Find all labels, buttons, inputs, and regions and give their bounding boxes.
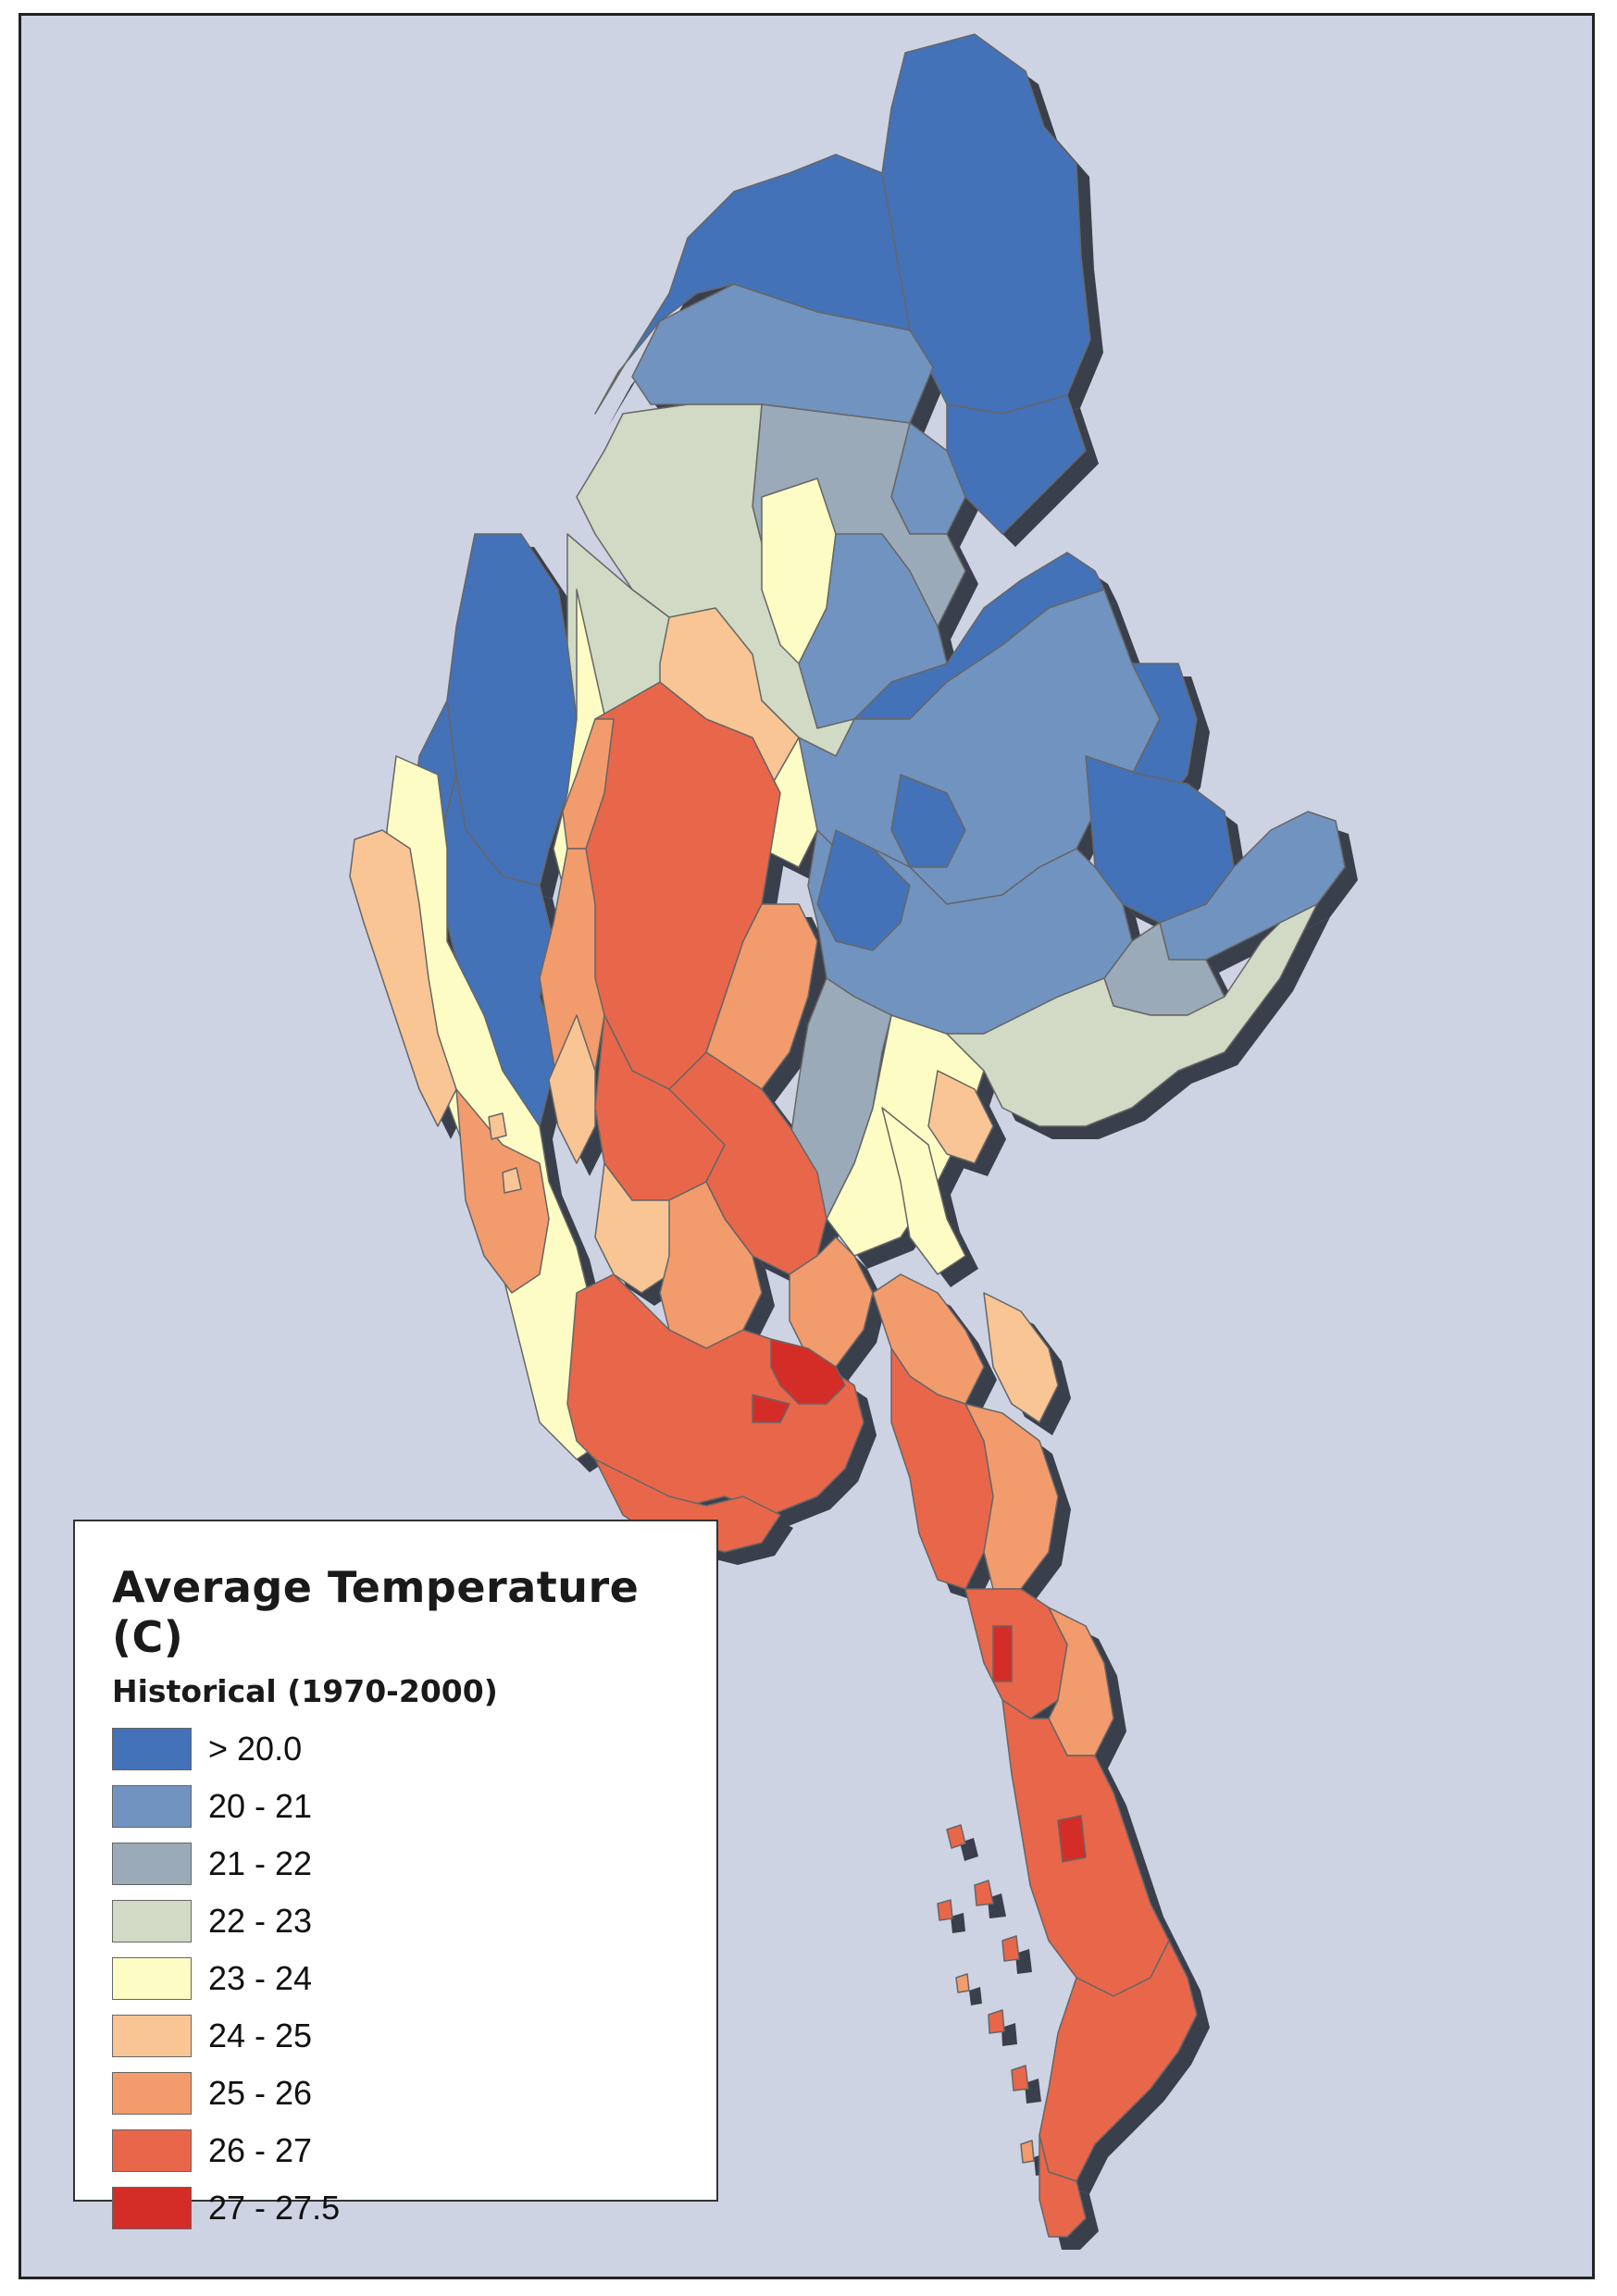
map-region-island-7[interactable]: [937, 1899, 953, 1921]
map-region-island-4[interactable]: [988, 2009, 1005, 2034]
legend-swatch: [112, 1900, 192, 1942]
legend-swatch: [112, 1957, 192, 2000]
map-region-shan-southwest-blue[interactable]: [816, 829, 911, 951]
legend-swatch: [112, 2129, 192, 2172]
map-region-island-6[interactable]: [1020, 2140, 1035, 2164]
legend: Average Temperature (C) Historical (1970…: [73, 1520, 718, 2229]
map-region-shan-south-green[interactable]: [946, 903, 1318, 1127]
map-region-tanintharyi-red-a[interactable]: [992, 1625, 1013, 1682]
legend-item: 24 - 25: [112, 2007, 716, 2065]
map-region-rakhine-orange-b[interactable]: [548, 1014, 596, 1164]
legend-swatch: [112, 1843, 192, 1885]
map-region-bago-east[interactable]: [789, 1236, 874, 1368]
legend-item: 23 - 24: [112, 1950, 716, 2007]
map-region-shan-central-blue[interactable]: [890, 774, 966, 868]
map-region-tanintharyi-red-b[interactable]: [1057, 1815, 1087, 1863]
legend-label: 22 - 23: [208, 1902, 313, 1940]
legend-swatch: [112, 2187, 192, 2229]
map-region-karen-south[interactable]: [983, 1292, 1059, 1423]
region-shadow: [1025, 2079, 1041, 2104]
temperature-map[interactable]: [21, 16, 1592, 2277]
legend-item: 27 - 27.5: [112, 2179, 716, 2237]
map-region-tanintharyi-d[interactable]: [1039, 1940, 1198, 2182]
map-region-karen-yellow[interactable]: [881, 1107, 966, 1275]
map-region-island-3[interactable]: [1001, 1935, 1020, 1962]
map-region-rakhine-orange-a[interactable]: [349, 829, 457, 1127]
legend-swatch: [112, 2015, 192, 2057]
map-region-kayah-orange[interactable]: [927, 1070, 994, 1164]
legend-subtitle: Historical (1970-2000): [112, 1673, 498, 1709]
legend-label: 20 - 21: [208, 1787, 313, 1825]
map-region-mon-a[interactable]: [872, 1273, 985, 1405]
region-shadow: [1001, 2023, 1017, 2046]
legend-label: 26 - 27: [208, 2131, 313, 2169]
legend-item: 25 - 26: [112, 2065, 716, 2122]
legend-swatch: [112, 1785, 192, 1828]
legend-item: 22 - 23: [112, 1893, 716, 1950]
map-region-island-8[interactable]: [955, 1973, 970, 1993]
legend-item: 20 - 21: [112, 1778, 716, 1835]
legend-item: 26 - 27: [112, 2122, 716, 2179]
map-region-shan-south-grey[interactable]: [789, 977, 892, 1220]
map-region-yangon-red-b[interactable]: [752, 1394, 790, 1423]
legend-label: 25 - 26: [208, 2074, 313, 2112]
legend-label: 27 - 27.5: [208, 2189, 341, 2227]
legend-label: > 20.0: [208, 1730, 303, 1768]
legend-item: > 20.0: [112, 1720, 716, 1778]
map-region-island-2[interactable]: [974, 1880, 994, 1906]
map-region-coast-island-a[interactable]: [488, 1112, 507, 1140]
map-region-coast-island-b[interactable]: [502, 1167, 522, 1194]
map-region-shan-west-blue[interactable]: [798, 533, 948, 729]
map-frame: Average Temperature (C) Historical (1970…: [19, 13, 1595, 2279]
map-region-delta-main[interactable]: [566, 1273, 864, 1516]
region-shadow: [1015, 1949, 1032, 1974]
legend-items: > 20.0 20 - 21 21 - 22 22 - 23 23 - 24 24 - 2…: [112, 1720, 716, 2237]
map-regions: [349, 33, 1346, 2238]
legend-swatch: [112, 2072, 192, 2115]
legend-swatch: [112, 1728, 192, 1770]
legend-label: 21 - 22: [208, 1844, 313, 1882]
map-region-chin-south[interactable]: [437, 774, 559, 1146]
legend-title: Average Temperature (C): [112, 1562, 640, 1662]
region-shadow: [951, 1913, 965, 1933]
legend-item: 21 - 22: [112, 1835, 716, 1893]
legend-label: 23 - 24: [208, 1959, 313, 1997]
map-region-yangon-red[interactable]: [770, 1338, 846, 1405]
map-region-tanintharyi-e[interactable]: [1039, 2134, 1087, 2238]
legend-label: 24 - 25: [208, 2017, 313, 2054]
map-region-island-1[interactable]: [946, 1824, 966, 1849]
map-region-rakhine-orange-c[interactable]: [455, 1088, 550, 1294]
region-shadow: [969, 1987, 982, 2005]
map-region-mandalay-b[interactable]: [562, 718, 615, 850]
map-region-island-5[interactable]: [1011, 2065, 1029, 2091]
